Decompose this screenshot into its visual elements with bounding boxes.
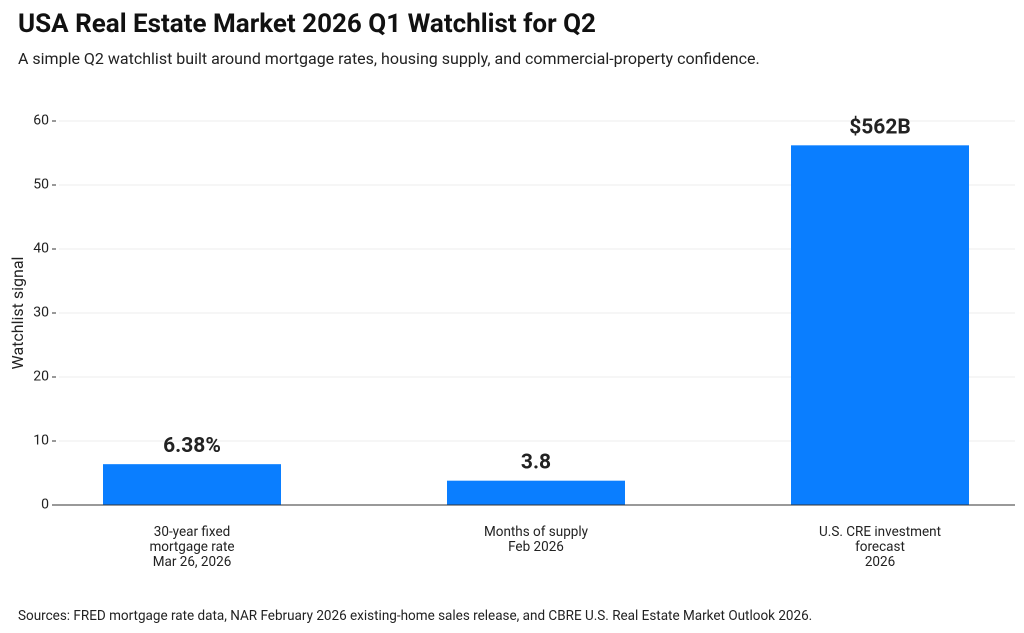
y-tick-label: 10 [33,433,49,449]
bar [103,464,281,505]
x-tick-label: 30-year fixed mortgage rate Mar 26, 2026 [149,524,234,570]
y-axis-label: Watchlist signal [8,257,27,370]
y-tick-label: 40 [33,241,49,257]
y-tick-label: 30 [33,305,49,321]
y-tick-label: 50 [33,177,49,193]
value-label: 3.8 [521,451,551,475]
chart-subtitle: A simple Q2 watchlist built around mortg… [18,49,760,68]
chart-title: USA Real Estate Market 2026 Q1 Watchlist… [18,9,596,39]
y-tick-label: 0 [41,497,49,513]
bar [791,145,969,505]
source-note: Sources: FRED mortgage rate data, NAR Fe… [18,608,812,624]
y-tick-label: 20 [33,369,49,385]
value-label: $562B [849,115,911,139]
x-tick-label: U.S. CRE investment forecast 2026 [819,524,941,570]
value-label: 6.38% [163,434,221,458]
bar [447,480,625,505]
x-tick-label: Months of supply Feb 2026 [484,524,589,555]
y-tick-label: 60 [33,113,49,129]
